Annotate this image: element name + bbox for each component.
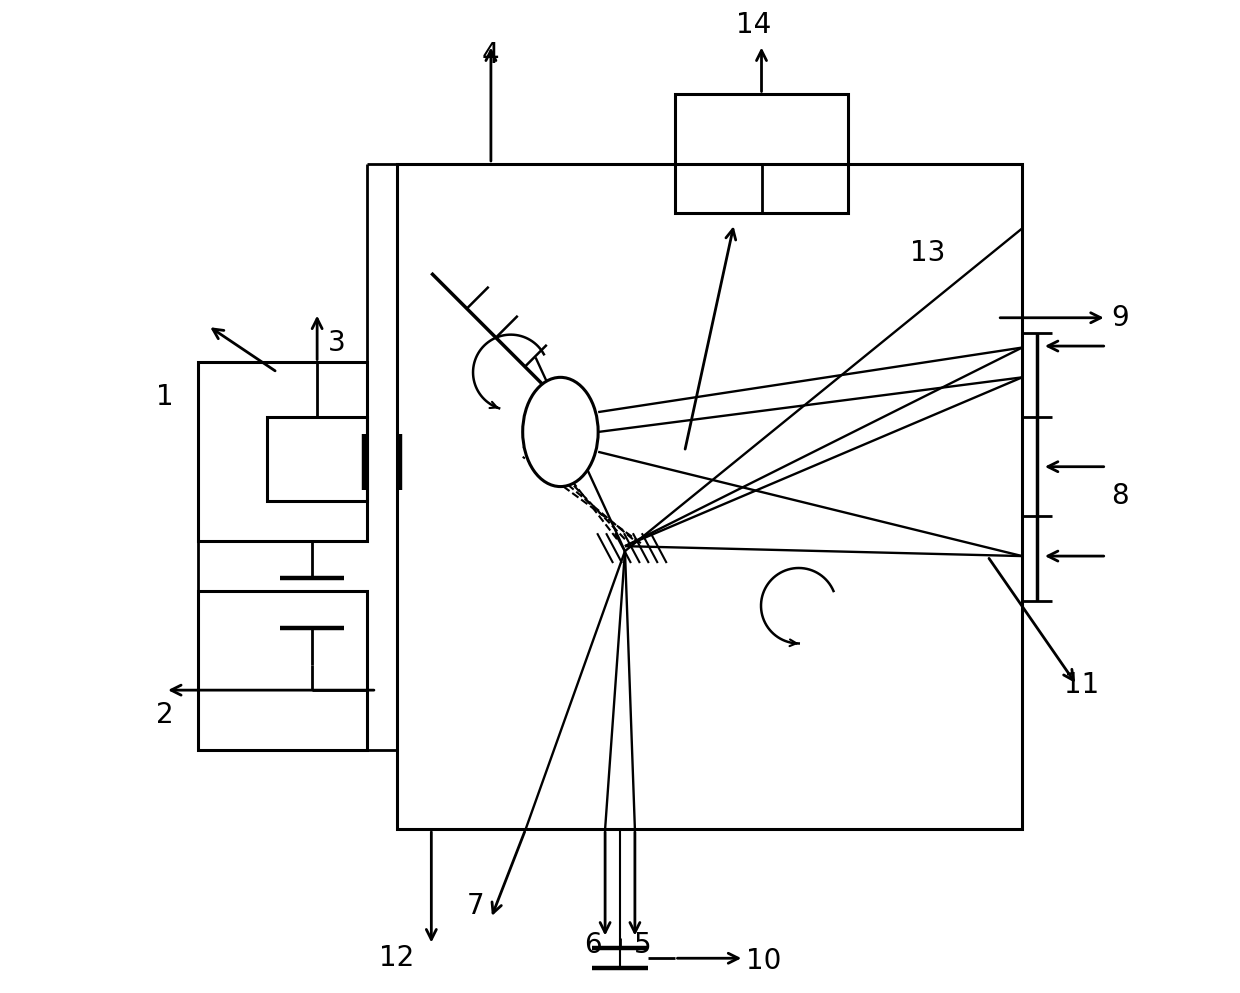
Text: 6: 6: [584, 931, 601, 959]
Text: 7: 7: [467, 892, 485, 920]
Text: 2: 2: [156, 701, 174, 729]
Text: 3: 3: [329, 329, 346, 356]
Text: 14: 14: [737, 11, 771, 39]
Bar: [198, 591, 367, 750]
Bar: [397, 164, 1022, 829]
Bar: [675, 94, 848, 213]
Ellipse shape: [523, 377, 598, 487]
Text: 5: 5: [634, 931, 652, 959]
Text: 12: 12: [379, 944, 414, 972]
Bar: [268, 417, 367, 501]
Text: 4: 4: [482, 41, 500, 69]
Text: 8: 8: [1111, 483, 1130, 510]
Bar: [198, 362, 367, 541]
Text: 1: 1: [156, 383, 174, 411]
Text: 11: 11: [1064, 671, 1100, 699]
Text: 13: 13: [910, 239, 946, 267]
Text: 9: 9: [1111, 304, 1130, 332]
Text: 10: 10: [746, 947, 781, 975]
